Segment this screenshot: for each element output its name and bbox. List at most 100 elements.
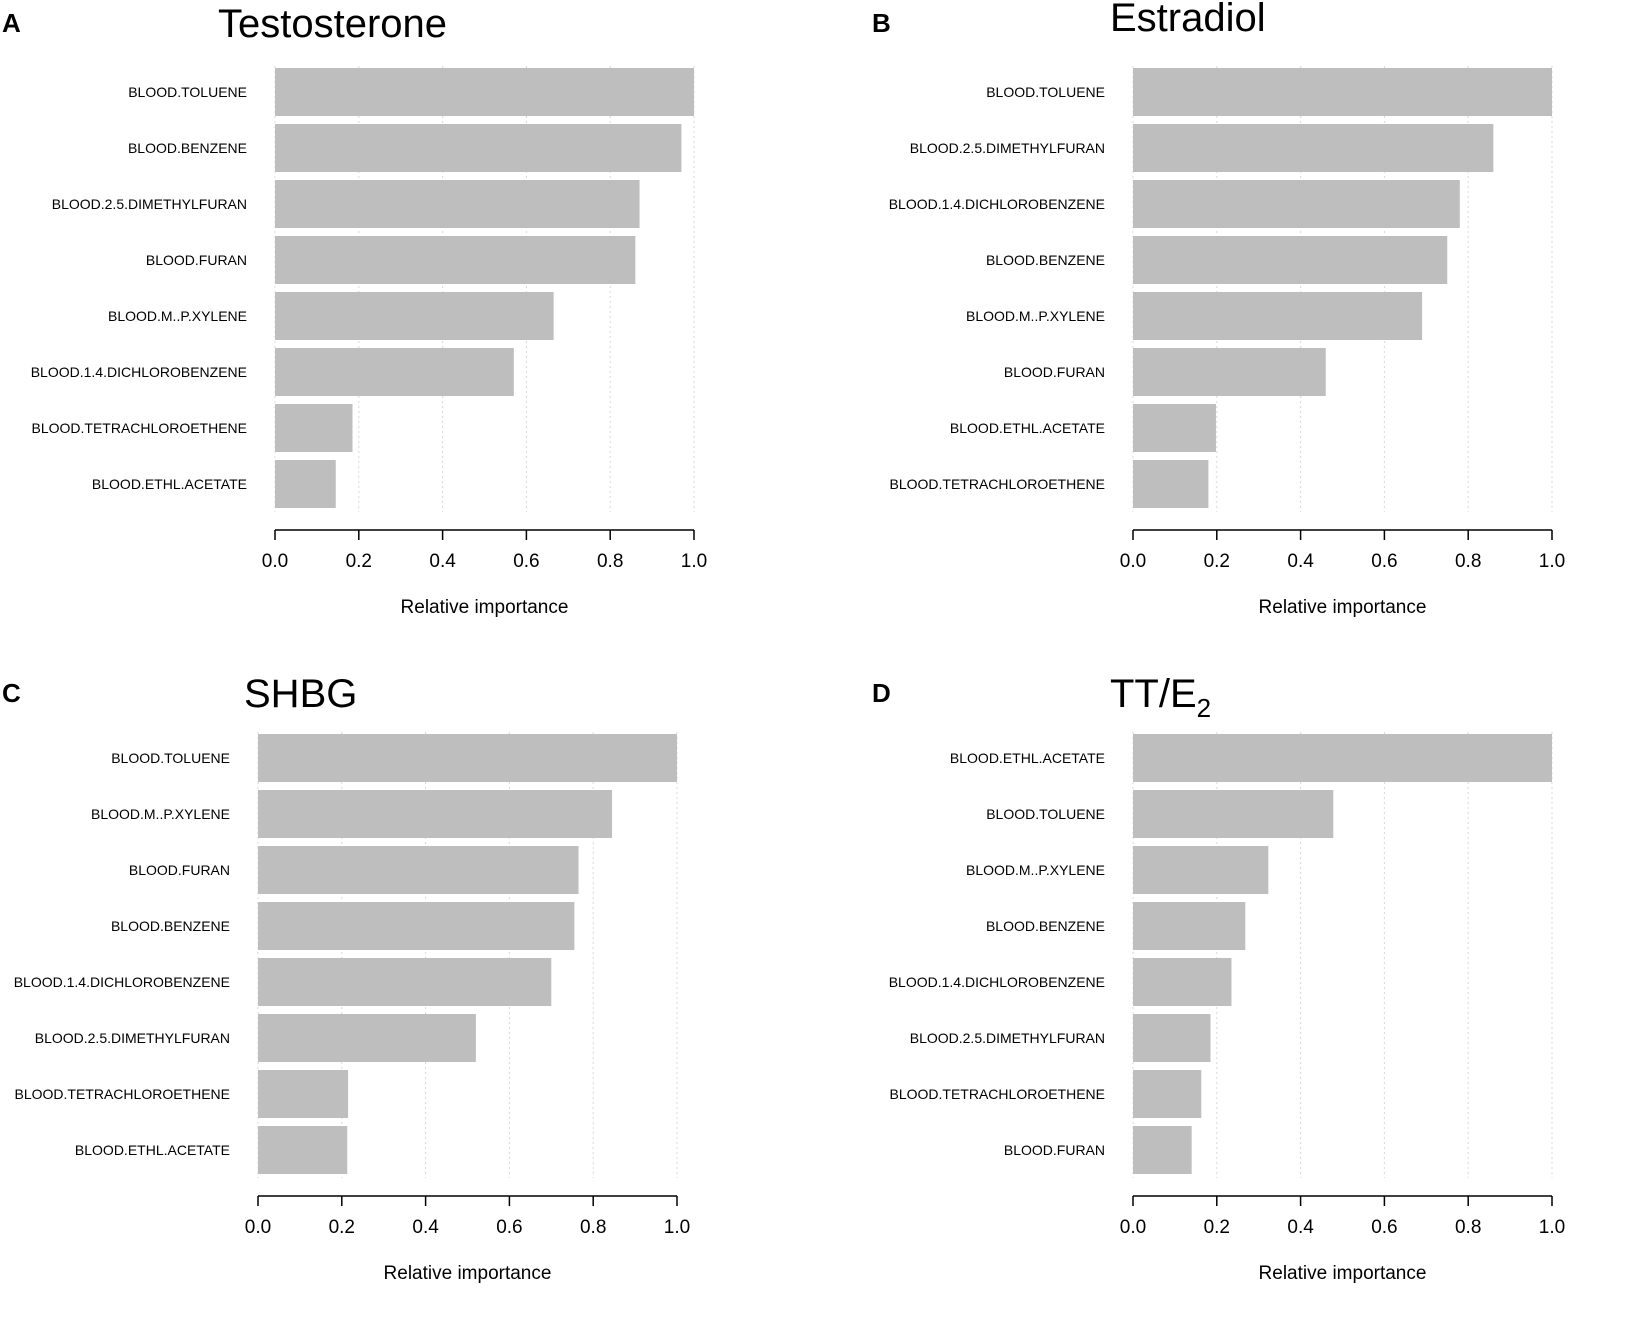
x-axis-title: Relative importance [1259,1263,1427,1284]
category-label: BLOOD.TOLUENE [111,750,230,766]
chart-title-shbg: SHBG [244,672,358,716]
category-label: BLOOD.BENZENE [128,140,247,156]
bar-blood-m-p-xylene [258,790,613,838]
chart-panel-tt-e2: BLOOD.ETHL.ACETATE BLOOD.TOLUENE BLOOD.M..… [860,716,1620,1286]
x-axis-title: Relative importance [384,1263,552,1284]
category-label: BLOOD.M..P.XYLENE [966,308,1105,324]
chart-title-tt-e2: TT/E2 [1110,672,1211,724]
category-label: BLOOD.M..P.XYLENE [966,862,1105,878]
bar-blood-2-5-dimethylfuran [1133,124,1494,172]
category-label: BLOOD.FURAN [1004,364,1105,380]
bar-blood-furan [258,846,579,894]
x-tick-label: 0.6 [513,551,539,572]
bar-blood-ethl-acetate [1133,734,1552,782]
category-label: BLOOD.1.4.DICHLOROBENZENE [14,974,230,990]
bar-blood-tetrachloroethene [1133,1070,1202,1118]
x-tick-label: 0.6 [496,1217,522,1238]
bar-blood-ethl-acetate [1133,404,1216,452]
chart-title-estradiol: Estradiol [1110,0,1266,40]
category-label: BLOOD.BENZENE [986,252,1105,268]
bar-chart-svg: BLOOD.TOLUENE BLOOD.2.5.DIMETHYLFURAN BLOO… [889,66,1565,618]
bar-chart-svg: BLOOD.TOLUENE BLOOD.BENZENE BLOOD.2.5.DIME… [31,66,707,618]
bar-blood-tetrachloroethene [258,1070,349,1118]
category-label: BLOOD.BENZENE [986,918,1105,934]
panel-label-a: A [2,8,21,38]
chart-panel-shbg: BLOOD.TOLUENE BLOOD.M..P.XYLENE BLOOD.FURA… [0,716,800,1286]
category-label: BLOOD.TETRACHLOROETHENE [32,420,247,436]
category-label: BLOOD.TOLUENE [128,84,247,100]
x-tick-label: 0.4 [1287,551,1314,572]
bar-blood-1-4-dichlorobenzene [1133,958,1232,1006]
x-tick-label: 0.2 [329,1217,355,1238]
x-tick-label: 0.2 [1204,1217,1230,1238]
bar-blood-tetrachloroethene [275,404,353,452]
category-label: BLOOD.M..P.XYLENE [91,806,230,822]
x-tick-label: 0.4 [412,1217,439,1238]
x-tick-label: 0.6 [1371,551,1397,572]
x-tick-label: 0.8 [1455,1217,1481,1238]
bar-blood-1-4-dichlorobenzene [1133,180,1460,228]
bar-blood-ethl-acetate [258,1126,348,1174]
x-tick-label: 0.2 [346,551,372,572]
bar-blood-benzene [1133,902,1246,950]
x-tick-label: 0.2 [1204,551,1230,572]
category-label: BLOOD.TETRACHLOROETHENE [15,1086,230,1102]
bar-blood-benzene [1133,236,1448,284]
bar-blood-furan [1133,348,1326,396]
x-tick-label: 0.0 [1120,1217,1146,1238]
bar-blood-furan [275,236,636,284]
x-tick-label: 1.0 [664,1217,690,1238]
category-label: BLOOD.ETHL.ACETATE [75,1142,230,1158]
category-label: BLOOD.1.4.DICHLOROBENZENE [889,974,1105,990]
bar-blood-2-5-dimethylfuran [1133,1014,1211,1062]
panel-label-d: D [872,678,891,708]
category-label: BLOOD.2.5.DIMETHYLFURAN [35,1030,230,1046]
category-label: BLOOD.ETHL.ACETATE [950,750,1105,766]
category-label: BLOOD.FURAN [129,862,230,878]
category-label: BLOOD.TOLUENE [986,806,1105,822]
category-label: BLOOD.TETRACHLOROETHENE [890,1086,1105,1102]
x-tick-label: 0.4 [1287,1217,1314,1238]
chart-title-tt-e2-text: TT/E [1110,672,1197,716]
bar-blood-benzene [275,124,682,172]
bar-blood-toluene [1133,68,1552,116]
bar-blood-2-5-dimethylfuran [275,180,640,228]
panel-label-c: C [2,678,21,708]
x-tick-label: 0.8 [1455,551,1481,572]
category-label: BLOOD.TETRACHLOROETHENE [890,476,1105,492]
x-tick-label: 1.0 [681,551,707,572]
bar-blood-ethl-acetate [275,460,336,508]
chart-panel-estradiol: BLOOD.TOLUENE BLOOD.2.5.DIMETHYLFURAN BLOO… [860,50,1620,620]
x-tick-label: 0.0 [262,551,288,572]
x-tick-label: 0.8 [597,551,623,572]
x-tick-label: 0.0 [245,1217,271,1238]
chart-panel-testosterone: BLOOD.TOLUENE BLOOD.BENZENE BLOOD.2.5.DIME… [0,50,800,620]
bar-blood-1-4-dichlorobenzene [258,958,552,1006]
bar-blood-m-p-xylene [275,292,554,340]
bar-chart-svg: BLOOD.TOLUENE BLOOD.M..P.XYLENE BLOOD.FURA… [14,732,690,1284]
x-tick-label: 0.6 [1371,1217,1397,1238]
x-axis-title: Relative importance [1259,597,1427,618]
bar-blood-tetrachloroethene [1133,460,1209,508]
bar-blood-furan [1133,1126,1192,1174]
category-label: BLOOD.1.4.DICHLOROBENZENE [889,196,1105,212]
x-tick-label: 1.0 [1539,1217,1565,1238]
x-tick-label: 0.0 [1120,551,1146,572]
bar-chart-svg: BLOOD.ETHL.ACETATE BLOOD.TOLUENE BLOOD.M..… [889,732,1565,1284]
chart-title-tt-e2-subscript: 2 [1196,693,1212,723]
category-label: BLOOD.ETHL.ACETATE [950,420,1105,436]
category-label: BLOOD.2.5.DIMETHYLFURAN [52,196,247,212]
bar-blood-toluene [1133,790,1334,838]
category-label: BLOOD.2.5.DIMETHYLFURAN [910,140,1105,156]
category-label: BLOOD.2.5.DIMETHYLFURAN [910,1030,1105,1046]
bar-blood-benzene [258,902,575,950]
x-axis-title: Relative importance [401,597,569,618]
category-label: BLOOD.BENZENE [111,918,230,934]
category-label: BLOOD.TOLUENE [986,84,1105,100]
bar-blood-toluene [258,734,677,782]
bar-blood-m-p-xylene [1133,292,1423,340]
x-tick-label: 1.0 [1539,551,1565,572]
panel-label-b: B [872,8,891,38]
bar-blood-m-p-xylene [1133,846,1269,894]
bar-blood-toluene [275,68,694,116]
